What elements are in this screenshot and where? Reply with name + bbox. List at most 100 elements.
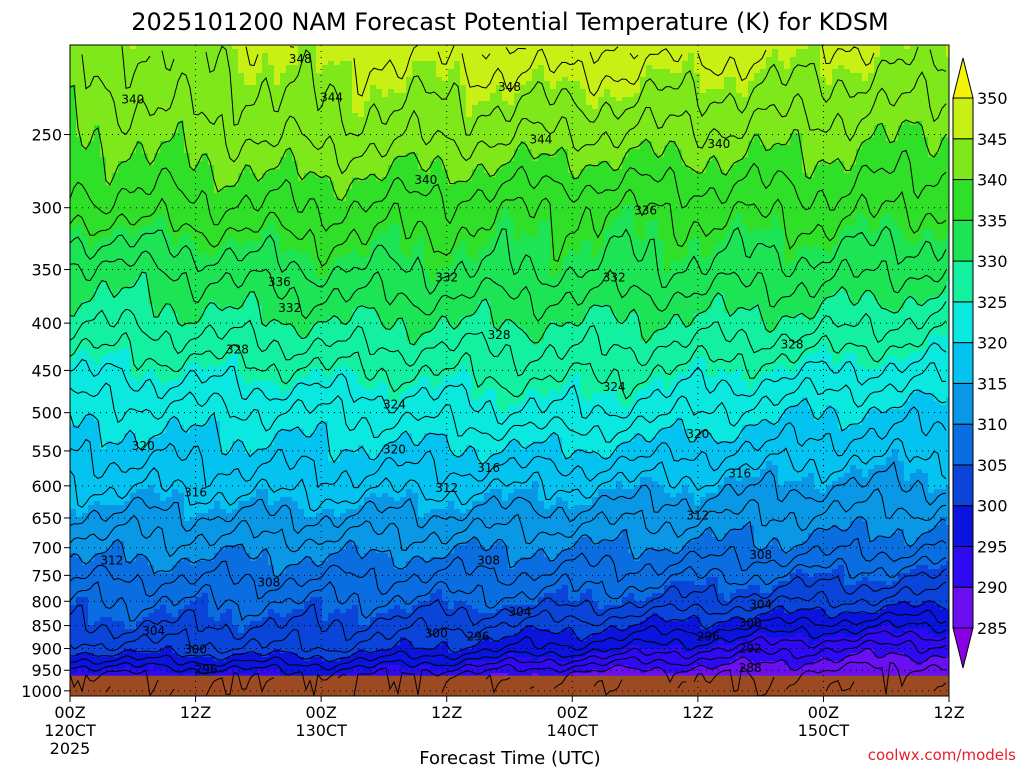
contour-342	[81, 54, 947, 175]
contour-labels: 348 348 344 344 340 340 340 336 336 332 332 332 328 3…	[100, 52, 803, 677]
contour-label: 300	[425, 627, 448, 641]
contour-label: 320	[132, 439, 155, 453]
contour-label: 328	[488, 328, 511, 342]
contour-314	[70, 461, 947, 535]
x-tick-label: 12Z	[431, 703, 462, 722]
colorbar-label: 290	[977, 578, 1008, 597]
contour-332	[70, 250, 947, 322]
contour-330	[70, 271, 947, 346]
contour-label: 316	[477, 461, 500, 475]
colorbar-label: 295	[977, 537, 1008, 556]
y-tick-label: 650	[31, 509, 62, 528]
contour-324	[70, 342, 947, 425]
ground-fill	[70, 675, 949, 696]
contour-300	[70, 600, 947, 663]
contour-label: 316	[728, 467, 751, 481]
contour-312	[70, 488, 947, 558]
y-tick-label: 550	[31, 442, 62, 461]
x-tick-label: 12Z	[180, 703, 211, 722]
x-tick-label: 120CT	[44, 721, 96, 740]
colorbar-label: 345	[977, 130, 1008, 149]
colorbar-segment	[952, 97, 974, 140]
contour-label: 324	[603, 380, 626, 394]
x-tick-label: 00Z	[557, 703, 588, 722]
x-tick-label: 2025	[50, 739, 91, 758]
contour-label: 336	[268, 275, 291, 289]
x-tick-label: 00Z	[808, 703, 839, 722]
contour-338	[70, 149, 947, 232]
contour-302	[70, 581, 947, 654]
contour-306	[70, 555, 947, 622]
y-tick-label: 950	[31, 661, 62, 680]
contour-label: 312	[686, 508, 709, 522]
colorbar-segment	[952, 260, 974, 303]
contour-298	[70, 609, 947, 671]
contour-label: 304	[749, 597, 772, 611]
credit-text: coolwx.com/models	[868, 746, 1016, 764]
contour-326	[70, 320, 947, 400]
contour-label: 296	[195, 662, 218, 676]
x-tick-label: 12Z	[682, 703, 713, 722]
contour-label: 340	[707, 137, 730, 151]
colorbar-segment	[952, 423, 974, 466]
x-axis-label: Forecast Time (UTC)	[419, 748, 600, 768]
colorbar-segment	[952, 342, 974, 384]
y-tick-label: 400	[31, 314, 62, 333]
y-tick-label: 300	[31, 199, 62, 218]
y-tick-label: 900	[31, 640, 62, 659]
x-tick-label: 150CT	[798, 721, 850, 740]
y-tick-label: 250	[31, 126, 62, 145]
contour-label: 332	[435, 271, 458, 285]
y-tick-label: 750	[31, 566, 62, 585]
contour-label: 340	[414, 173, 437, 187]
colorbar-segment	[952, 505, 974, 547]
contour-label: 308	[477, 554, 500, 568]
contour-label: 304	[142, 624, 165, 638]
contour-290	[485, 647, 947, 694]
contour-344	[121, 45, 947, 137]
colorbar-label: 340	[977, 171, 1008, 190]
contour-318	[70, 406, 947, 489]
colorbar-segment	[952, 138, 974, 181]
y-tick-label: 350	[31, 261, 62, 280]
contour-label: 312	[435, 481, 458, 495]
y-tick-label: 600	[31, 477, 62, 496]
contour-310	[70, 516, 947, 578]
contour-336	[70, 188, 947, 267]
contour-label: 320	[686, 427, 709, 441]
contour-320	[70, 389, 947, 466]
contour-286	[825, 679, 947, 692]
contour-label: 312	[100, 554, 123, 568]
colorbar-segment	[952, 179, 974, 221]
colorbar-label: 315	[977, 374, 1008, 393]
y-tick-label: 700	[31, 539, 62, 558]
contour-334	[70, 225, 947, 295]
pressure-axis: 250 300 350 400 450 500 550 600 650 700 750 800 850 9…	[21, 126, 70, 701]
y-tick-label: 450	[31, 361, 62, 380]
contour-322	[70, 362, 947, 443]
contour-label: 308	[257, 575, 280, 589]
colorbar-label: 285	[977, 619, 1008, 638]
y-tick-label: 500	[31, 404, 62, 423]
colorbar-label: 350	[977, 89, 1008, 108]
contour-label: 324	[383, 398, 406, 412]
x-tick-label: 12Z	[933, 703, 964, 722]
contour-label: 308	[749, 548, 772, 562]
contour-label: 320	[383, 442, 406, 456]
colorbar-upper-arrow	[952, 57, 974, 99]
contour-label: 344	[529, 132, 552, 146]
colorbar: 285 290 295 300 305 310 315 320 325 330 335 340 345 3…	[952, 57, 1008, 669]
contour-296	[70, 619, 947, 696]
y-tick-label: 1000	[21, 682, 62, 701]
contour-label: 300	[184, 642, 207, 656]
contour-294	[70, 630, 947, 696]
y-tick-label: 800	[31, 592, 62, 611]
x-tick-label: 140CT	[547, 721, 599, 740]
y-tick-label: 850	[31, 617, 62, 636]
colorbar-segment	[952, 382, 974, 425]
contour-340	[70, 84, 947, 201]
contour-label: 304	[509, 605, 532, 619]
colorbar-label: 335	[977, 211, 1008, 230]
